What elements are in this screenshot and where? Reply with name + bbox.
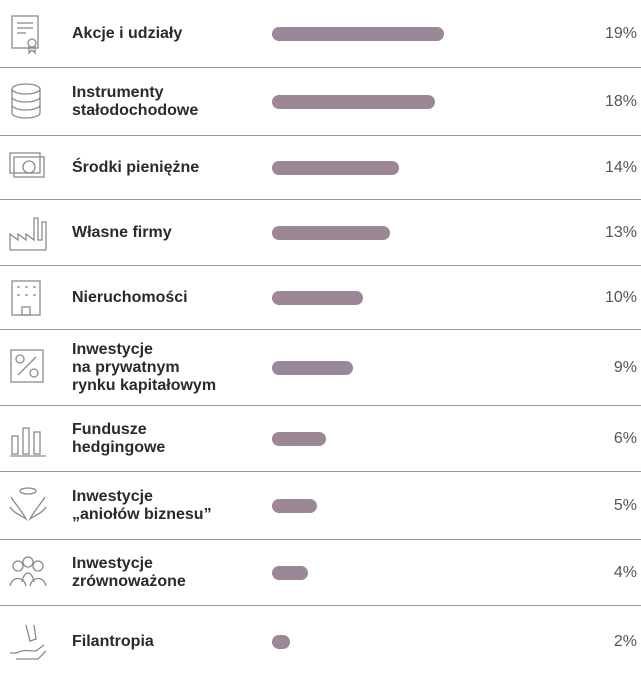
icon	[10, 624, 47, 660]
icon	[9, 216, 47, 251]
value-label: 9%	[613, 358, 637, 376]
value-label: 13%	[604, 223, 637, 241]
bar	[272, 26, 444, 41]
row: Środki pieniężne 14%	[0, 136, 641, 200]
value-label: 14%	[604, 158, 637, 176]
row: Własne firmy 13%	[0, 200, 641, 266]
bar	[272, 290, 363, 305]
value-label: 18%	[604, 92, 637, 110]
category-label: Własne firmy	[72, 223, 172, 241]
category-label: Fundusze hedgingowe	[72, 420, 166, 456]
row: Instrumenty stałodochodowe 18%	[0, 68, 641, 136]
bar	[272, 565, 309, 580]
category-label: Instrumenty stałodochodowe	[72, 83, 199, 119]
bar	[272, 160, 399, 175]
icon	[9, 486, 47, 521]
bar	[272, 360, 354, 375]
row: Inwestycje „aniołów biznesu” 5%	[0, 472, 641, 540]
value-label: 5%	[613, 496, 637, 514]
category-label: Inwestycje „aniołów biznesu”	[72, 487, 212, 523]
icon	[10, 348, 44, 383]
bar	[272, 431, 327, 446]
bar	[272, 498, 318, 513]
row: Inwestycje zrównoważone 4%	[0, 540, 641, 606]
row: Akcje i udziały 19%	[0, 0, 641, 68]
value-label: 2%	[613, 633, 637, 650]
icon	[9, 151, 45, 178]
row: Filantropia 2%	[0, 606, 641, 678]
icon	[11, 279, 41, 316]
row: Inwestycje na prywatnym rynku kapitałowy…	[0, 330, 641, 406]
icon	[11, 14, 39, 55]
bar	[272, 635, 291, 649]
row: Nieruchomości 10%	[0, 266, 641, 330]
value-label: 10%	[604, 288, 637, 306]
category-label: Inwestycje zrównoważone	[72, 554, 186, 590]
category-label: Akcje i udziały	[72, 24, 183, 42]
icon	[9, 555, 47, 586]
bar	[272, 225, 390, 240]
value-label: 4%	[613, 563, 637, 581]
category-label: Inwestycje na prywatnym rynku kapitałowy…	[72, 340, 217, 394]
bar	[272, 94, 435, 109]
icon	[11, 82, 41, 119]
category-label: Nieruchomości	[72, 288, 188, 306]
category-label: Filantropia	[72, 633, 154, 650]
category-label: Środki pieniężne	[72, 158, 200, 176]
value-label: 6%	[613, 429, 637, 447]
icon	[10, 426, 46, 457]
row: Fundusze hedgingowe 6%	[0, 406, 641, 472]
value-label: 19%	[604, 24, 637, 42]
